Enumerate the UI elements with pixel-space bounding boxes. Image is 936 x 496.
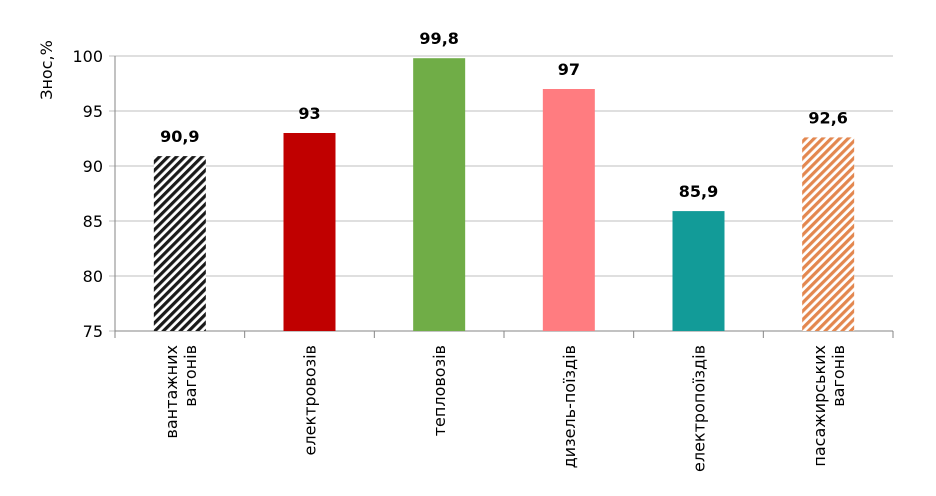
value-label: 93: [298, 104, 320, 123]
y-tick-label: 75: [83, 322, 103, 341]
x-tick-label: дизель-поїздів: [560, 345, 579, 468]
y-tick-label: 85: [83, 212, 103, 231]
value-label: 97: [558, 60, 580, 79]
value-label: 99,8: [419, 29, 458, 48]
bar: [802, 137, 855, 331]
y-axis-label: Знос,%: [37, 40, 56, 100]
bar: [283, 133, 336, 331]
y-tick-label: 90: [83, 157, 103, 176]
value-label: 92,6: [808, 108, 847, 127]
value-label: 85,9: [679, 182, 718, 201]
bar: [672, 211, 725, 331]
bar: [542, 89, 595, 331]
bar: [153, 156, 206, 331]
x-tick-label: пасажирськихвагонів: [810, 345, 848, 467]
x-tick-label: електровозів: [301, 345, 320, 455]
x-tick-label: вантажнихвагонів: [162, 345, 200, 439]
x-tick-label: електропоїздів: [690, 345, 709, 472]
y-tick-label: 100: [72, 47, 103, 66]
value-label: 90,9: [160, 127, 199, 146]
bar: [413, 58, 466, 331]
y-tick-label: 80: [83, 267, 103, 286]
y-tick-label: 95: [83, 102, 103, 121]
x-tick-label: тепловозів: [430, 345, 449, 436]
